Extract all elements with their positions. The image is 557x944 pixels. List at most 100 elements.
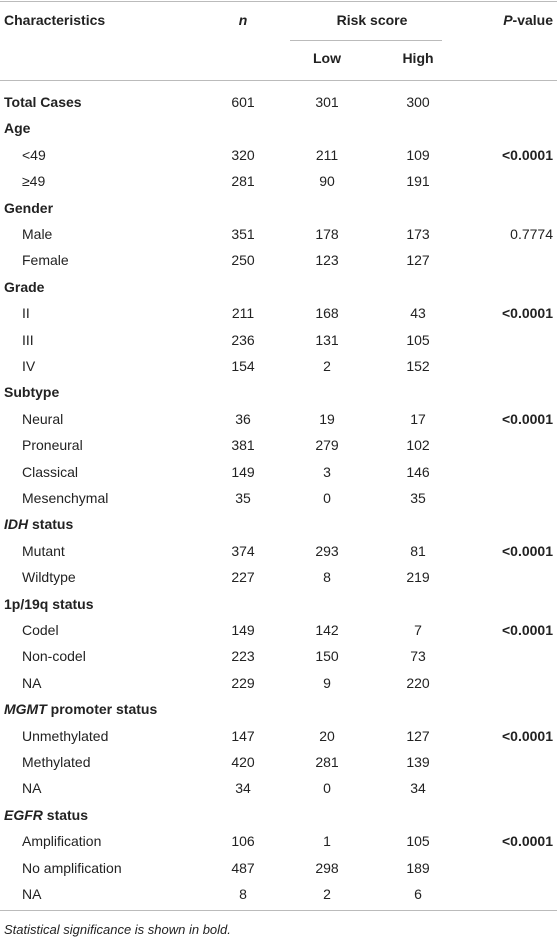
high-cell: 189 [406, 859, 430, 876]
high-cell: 146 [406, 463, 430, 480]
row-label: III [22, 331, 34, 348]
low-cell: 298 [315, 859, 339, 876]
low-cell: 178 [315, 226, 339, 242]
low-cell: 293 [315, 542, 339, 559]
group-title-text: Age [4, 120, 31, 137]
high-cell: 6 [414, 886, 422, 902]
n-cell: 381 [231, 437, 255, 454]
header-p-value: P-value [503, 11, 553, 29]
high-cell: 105 [406, 833, 430, 850]
footnote: Statistical significance is shown in bol… [4, 922, 231, 937]
low-cell: 123 [315, 252, 339, 269]
high-cell: 7 [414, 622, 422, 638]
n-cell: 351 [231, 226, 255, 242]
n-cell: 223 [231, 648, 255, 665]
row-label: Mesenchymal [22, 490, 109, 506]
rule [0, 80, 557, 81]
high-cell: 152 [406, 358, 430, 374]
low-cell: 131 [315, 331, 339, 348]
group-title: Age [4, 119, 30, 137]
row-label: Codel [22, 622, 59, 638]
high-cell: 73 [410, 648, 426, 665]
row-label: ≥49 [22, 173, 46, 190]
high-cell: 35 [410, 490, 426, 506]
low-cell: 2 [323, 886, 331, 902]
row-label: Classical [22, 463, 79, 480]
n-cell: 149 [231, 463, 255, 480]
row-label: Neural [22, 410, 64, 427]
high-cell: 109 [406, 146, 430, 163]
low-cell: 9 [323, 674, 331, 691]
n-cell: 281 [231, 173, 255, 190]
group-title-italic: EGFR [4, 806, 43, 823]
p-value: <0.0001 [502, 146, 553, 163]
row-label: Total Cases [4, 94, 82, 110]
group-title: Grade [4, 278, 44, 296]
high-cell: 219 [406, 569, 430, 586]
n-cell: 106 [231, 833, 255, 850]
low-cell: 168 [315, 305, 339, 322]
low-cell: 3 [323, 463, 331, 480]
p-value: <0.0001 [502, 410, 553, 427]
low-cell: 281 [315, 754, 339, 770]
high-cell: 173 [406, 226, 430, 242]
group-title-text: promoter status [46, 701, 158, 718]
n-cell: 211 [231, 305, 255, 322]
header-high: High [402, 50, 434, 66]
n-cell: 147 [231, 727, 255, 744]
n-cell: 487 [231, 859, 255, 876]
p-value: <0.0001 [502, 305, 553, 322]
group-title-text: Grade [4, 278, 45, 295]
low-cell: 142 [315, 622, 339, 638]
n-cell: 320 [231, 146, 255, 163]
group-title-text: Gender [4, 199, 54, 216]
high-cell: 34 [410, 780, 426, 797]
group-title: 1p/19q status [4, 595, 93, 613]
low-cell: 279 [315, 437, 339, 454]
row-label: Non-codel [22, 648, 86, 665]
high-cell: 81 [410, 542, 426, 559]
rule [0, 910, 557, 911]
rule [0, 1, 557, 2]
low-cell: 20 [319, 727, 335, 744]
high-cell: 43 [410, 305, 426, 322]
group-title-italic: MGMT [4, 701, 47, 718]
p-value: 0.7774 [510, 226, 553, 242]
n-cell: 250 [231, 252, 255, 269]
row-label: Female [22, 252, 69, 269]
n-cell: 374 [231, 542, 255, 559]
rule [290, 40, 442, 41]
n-cell: 34 [235, 780, 251, 797]
low-cell: 1 [323, 833, 331, 850]
high-cell: 220 [406, 674, 430, 691]
row-label: No amplification [22, 859, 122, 876]
p-italic: P [503, 12, 513, 28]
n-cell: 149 [231, 622, 255, 638]
row-label: NA [22, 886, 42, 902]
group-title: Subtype [4, 383, 59, 401]
low-cell: 301 [315, 94, 339, 110]
n-cell: 8 [239, 886, 247, 902]
row-label: Male [22, 226, 53, 242]
row-label: Methylated [22, 754, 91, 770]
row-label: Wildtype [22, 569, 76, 586]
high-cell: 102 [406, 437, 430, 454]
high-cell: 105 [406, 331, 430, 348]
group-title-text: 1p/19q status [4, 595, 94, 612]
row-label: NA [22, 674, 42, 691]
row-label: II [22, 305, 30, 322]
n-cell: 154 [231, 358, 255, 374]
header-n: n [238, 12, 248, 28]
high-cell: 17 [410, 410, 426, 427]
n-cell: 227 [231, 569, 255, 586]
high-cell: 191 [406, 173, 430, 190]
row-label: Mutant [22, 542, 65, 559]
high-cell: 139 [406, 754, 430, 770]
row-label: Unmethylated [22, 727, 109, 744]
header-characteristics: Characteristics [4, 12, 106, 28]
group-title: IDH status [4, 515, 73, 533]
group-title-italic: IDH [4, 516, 29, 533]
p-value: <0.0001 [502, 727, 553, 744]
group-title-text: status [28, 516, 74, 533]
p-rest: -value [512, 12, 553, 28]
